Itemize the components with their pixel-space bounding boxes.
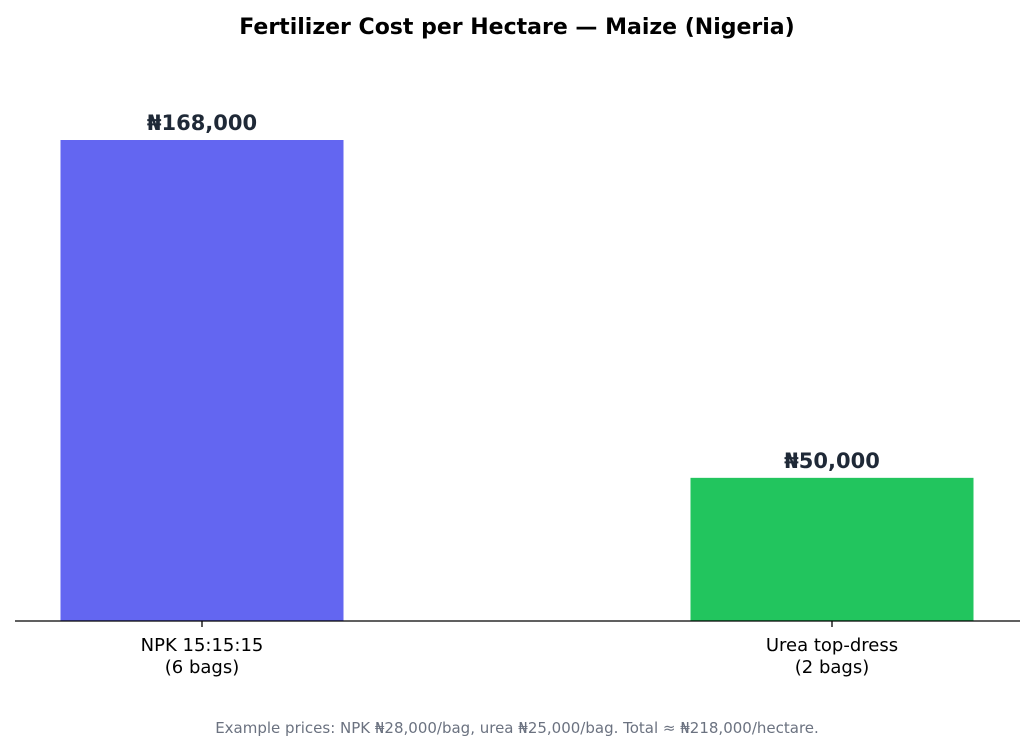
chart-title: Fertilizer Cost per Hectare — Maize (Nig… bbox=[239, 15, 794, 40]
x-tick-label-1-line-2: (6 bags) bbox=[165, 657, 239, 678]
bar-value-label-2: ₦50,000 bbox=[784, 449, 880, 473]
x-tick-label-2-line-2: (2 bags) bbox=[795, 657, 869, 678]
x-ticks-group: NPK 15:15:15(6 bags) Urea top-dress(2 bag… bbox=[141, 621, 898, 678]
bars-group: ₦168,000 ₦50,000 bbox=[60, 111, 974, 621]
x-tick-label-2-line-1: Urea top-dress bbox=[766, 635, 898, 656]
bar-2 bbox=[690, 477, 974, 621]
chart-footnote: Example prices: NPK ₦28,000/bag, urea ₦2… bbox=[215, 719, 819, 737]
bar-1 bbox=[60, 140, 344, 621]
x-tick-label-1-line-1: NPK 15:15:15 bbox=[141, 635, 264, 656]
bar-value-label-1: ₦168,000 bbox=[147, 111, 257, 135]
